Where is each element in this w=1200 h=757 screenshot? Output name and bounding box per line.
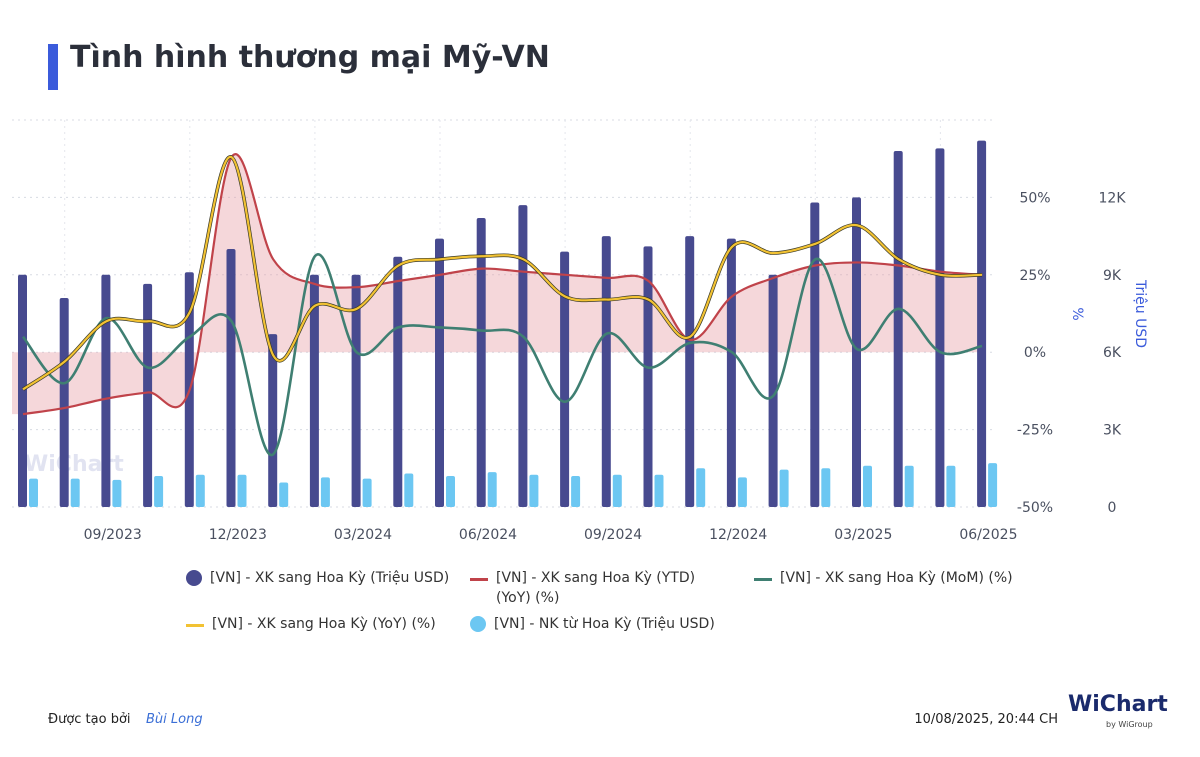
legend-item-ytd[interactable]: [VN] - XK sang Hoa Kỳ (YTD) (YoY) (%)	[470, 568, 695, 608]
bar-xk	[977, 140, 987, 507]
x-axis-tick: 12/2023	[209, 527, 267, 543]
bar-nk	[279, 482, 289, 507]
bar-nk	[362, 478, 372, 507]
page-title: Tình hình thương mại Mỹ-VN	[70, 40, 550, 75]
legend-swatch	[186, 570, 202, 586]
bar-nk	[612, 474, 622, 507]
left-axis-tick: 50%	[1019, 190, 1050, 206]
left-axis-tick: -50%	[1017, 500, 1053, 516]
bar-xk	[685, 236, 695, 507]
bar-nk	[487, 472, 497, 507]
bar-nk	[696, 468, 706, 507]
x-axis-tick: 09/2024	[584, 527, 642, 543]
left-axis-tick: -25%	[1017, 423, 1053, 439]
bar-nk	[904, 465, 914, 507]
x-axis-tick: 03/2025	[834, 527, 892, 543]
legend-swatch	[186, 624, 204, 627]
trade-chart: 50% 25% 0% -25% -50% 12K 9K 6K 3K 0% Triệu USD 09/2…	[12, 119, 1148, 543]
logo-text: WiChart	[1068, 692, 1168, 717]
x-axis-tick: 09/2023	[84, 527, 142, 543]
bar-xk	[768, 274, 778, 507]
x-axis-tick: 12/2024	[709, 527, 767, 543]
right-axis-tick: 12K	[1099, 190, 1127, 206]
legend-label: [VN] - NK từ Hoa Kỳ (Triệu USD)	[494, 616, 715, 632]
bar-xk	[351, 274, 361, 507]
bar-nk	[320, 477, 330, 507]
bar-xk	[268, 334, 278, 507]
bar-nk	[529, 474, 539, 507]
legend-swatch	[470, 616, 486, 632]
bar-nk	[154, 476, 164, 507]
title-accent-bar	[48, 44, 58, 90]
legend-label: [VN] - XK sang Hoa Kỳ (YTD) (YoY) (%)	[496, 570, 696, 606]
bar-nk	[946, 465, 956, 507]
bar-xk	[393, 256, 403, 507]
bar-xk	[601, 236, 611, 507]
bar-nk	[737, 477, 747, 507]
series-line-mom	[21, 253, 983, 456]
wichart-logo[interactable]: WiChart by WiGroup	[1068, 692, 1168, 732]
legend-label: [VN] - XK sang Hoa Kỳ (MoM) (%)	[780, 570, 1013, 586]
right-axis-tick: 9K	[1103, 268, 1122, 284]
logo-subtext: by WiGroup	[1106, 720, 1153, 729]
x-axis-tick: 06/2025	[959, 527, 1017, 543]
bar-nk	[112, 479, 122, 507]
ytd-area-fill	[12, 154, 983, 415]
bar-xk	[518, 205, 528, 507]
bar-nk	[863, 465, 872, 507]
legend-item-yoy[interactable]: [VN] - XK sang Hoa Kỳ (YoY) (%)	[186, 614, 436, 634]
bar-xk	[18, 274, 27, 507]
bar-xk	[476, 218, 486, 507]
left-axis-title: %	[1069, 307, 1085, 320]
left-axis-tick: 0%	[1024, 345, 1046, 361]
bar-xk	[101, 274, 111, 507]
bar-nk	[29, 478, 38, 507]
series-line-yoy	[22, 156, 983, 391]
legend-label: [VN] - XK sang Hoa Kỳ (YoY) (%)	[212, 616, 436, 632]
bar-xk	[935, 148, 945, 507]
bar-xk	[560, 251, 570, 507]
bar-xk	[810, 202, 820, 507]
right-axis-tick: 0	[1108, 500, 1117, 516]
x-axis-tick: 03/2024	[334, 527, 392, 543]
legend-swatch	[470, 578, 488, 581]
right-axis-title: Triệu USD	[1132, 279, 1148, 348]
bar-nk	[446, 476, 455, 507]
bar-nk	[571, 476, 581, 507]
timestamp: 10/08/2025, 20:44 CH	[914, 712, 1058, 727]
bar-nk	[821, 468, 831, 507]
bar-nk	[195, 474, 205, 507]
left-axis-tick: 25%	[1019, 268, 1050, 284]
legend-item-mom[interactable]: [VN] - XK sang Hoa Kỳ (MoM) (%)	[754, 568, 1013, 588]
legend-item-nk-bars[interactable]: [VN] - NK từ Hoa Kỳ (Triệu USD)	[470, 614, 715, 634]
bar-nk	[404, 473, 414, 507]
bar-xk	[309, 274, 319, 507]
x-axis-tick: 06/2024	[459, 527, 517, 543]
bar-xk	[226, 249, 236, 507]
bar-xk	[435, 238, 444, 507]
bar-xk	[143, 283, 153, 507]
bar-xk	[59, 298, 69, 507]
bar-nk	[779, 469, 789, 507]
created-by-label: Được tạo bởi	[48, 712, 131, 727]
bar-nk	[237, 474, 247, 507]
bar-nk	[654, 474, 664, 507]
bar-xk	[726, 238, 736, 507]
bar-xk	[893, 150, 903, 507]
bar-xk	[643, 246, 653, 508]
author-link[interactable]: Bùi Long	[146, 712, 203, 727]
bar-xk	[852, 197, 861, 507]
legend-label: [VN] - XK sang Hoa Kỳ (Triệu USD)	[210, 570, 450, 586]
right-axis-tick: 6K	[1103, 345, 1122, 361]
bar-nk	[70, 478, 80, 507]
bar-nk	[988, 463, 998, 507]
legend-swatch	[754, 578, 772, 581]
series-line-ytd	[22, 153, 983, 416]
legend-item-xk-bars[interactable]: [VN] - XK sang Hoa Kỳ (Triệu USD)	[186, 568, 449, 588]
right-axis-tick: 3K	[1103, 423, 1122, 439]
